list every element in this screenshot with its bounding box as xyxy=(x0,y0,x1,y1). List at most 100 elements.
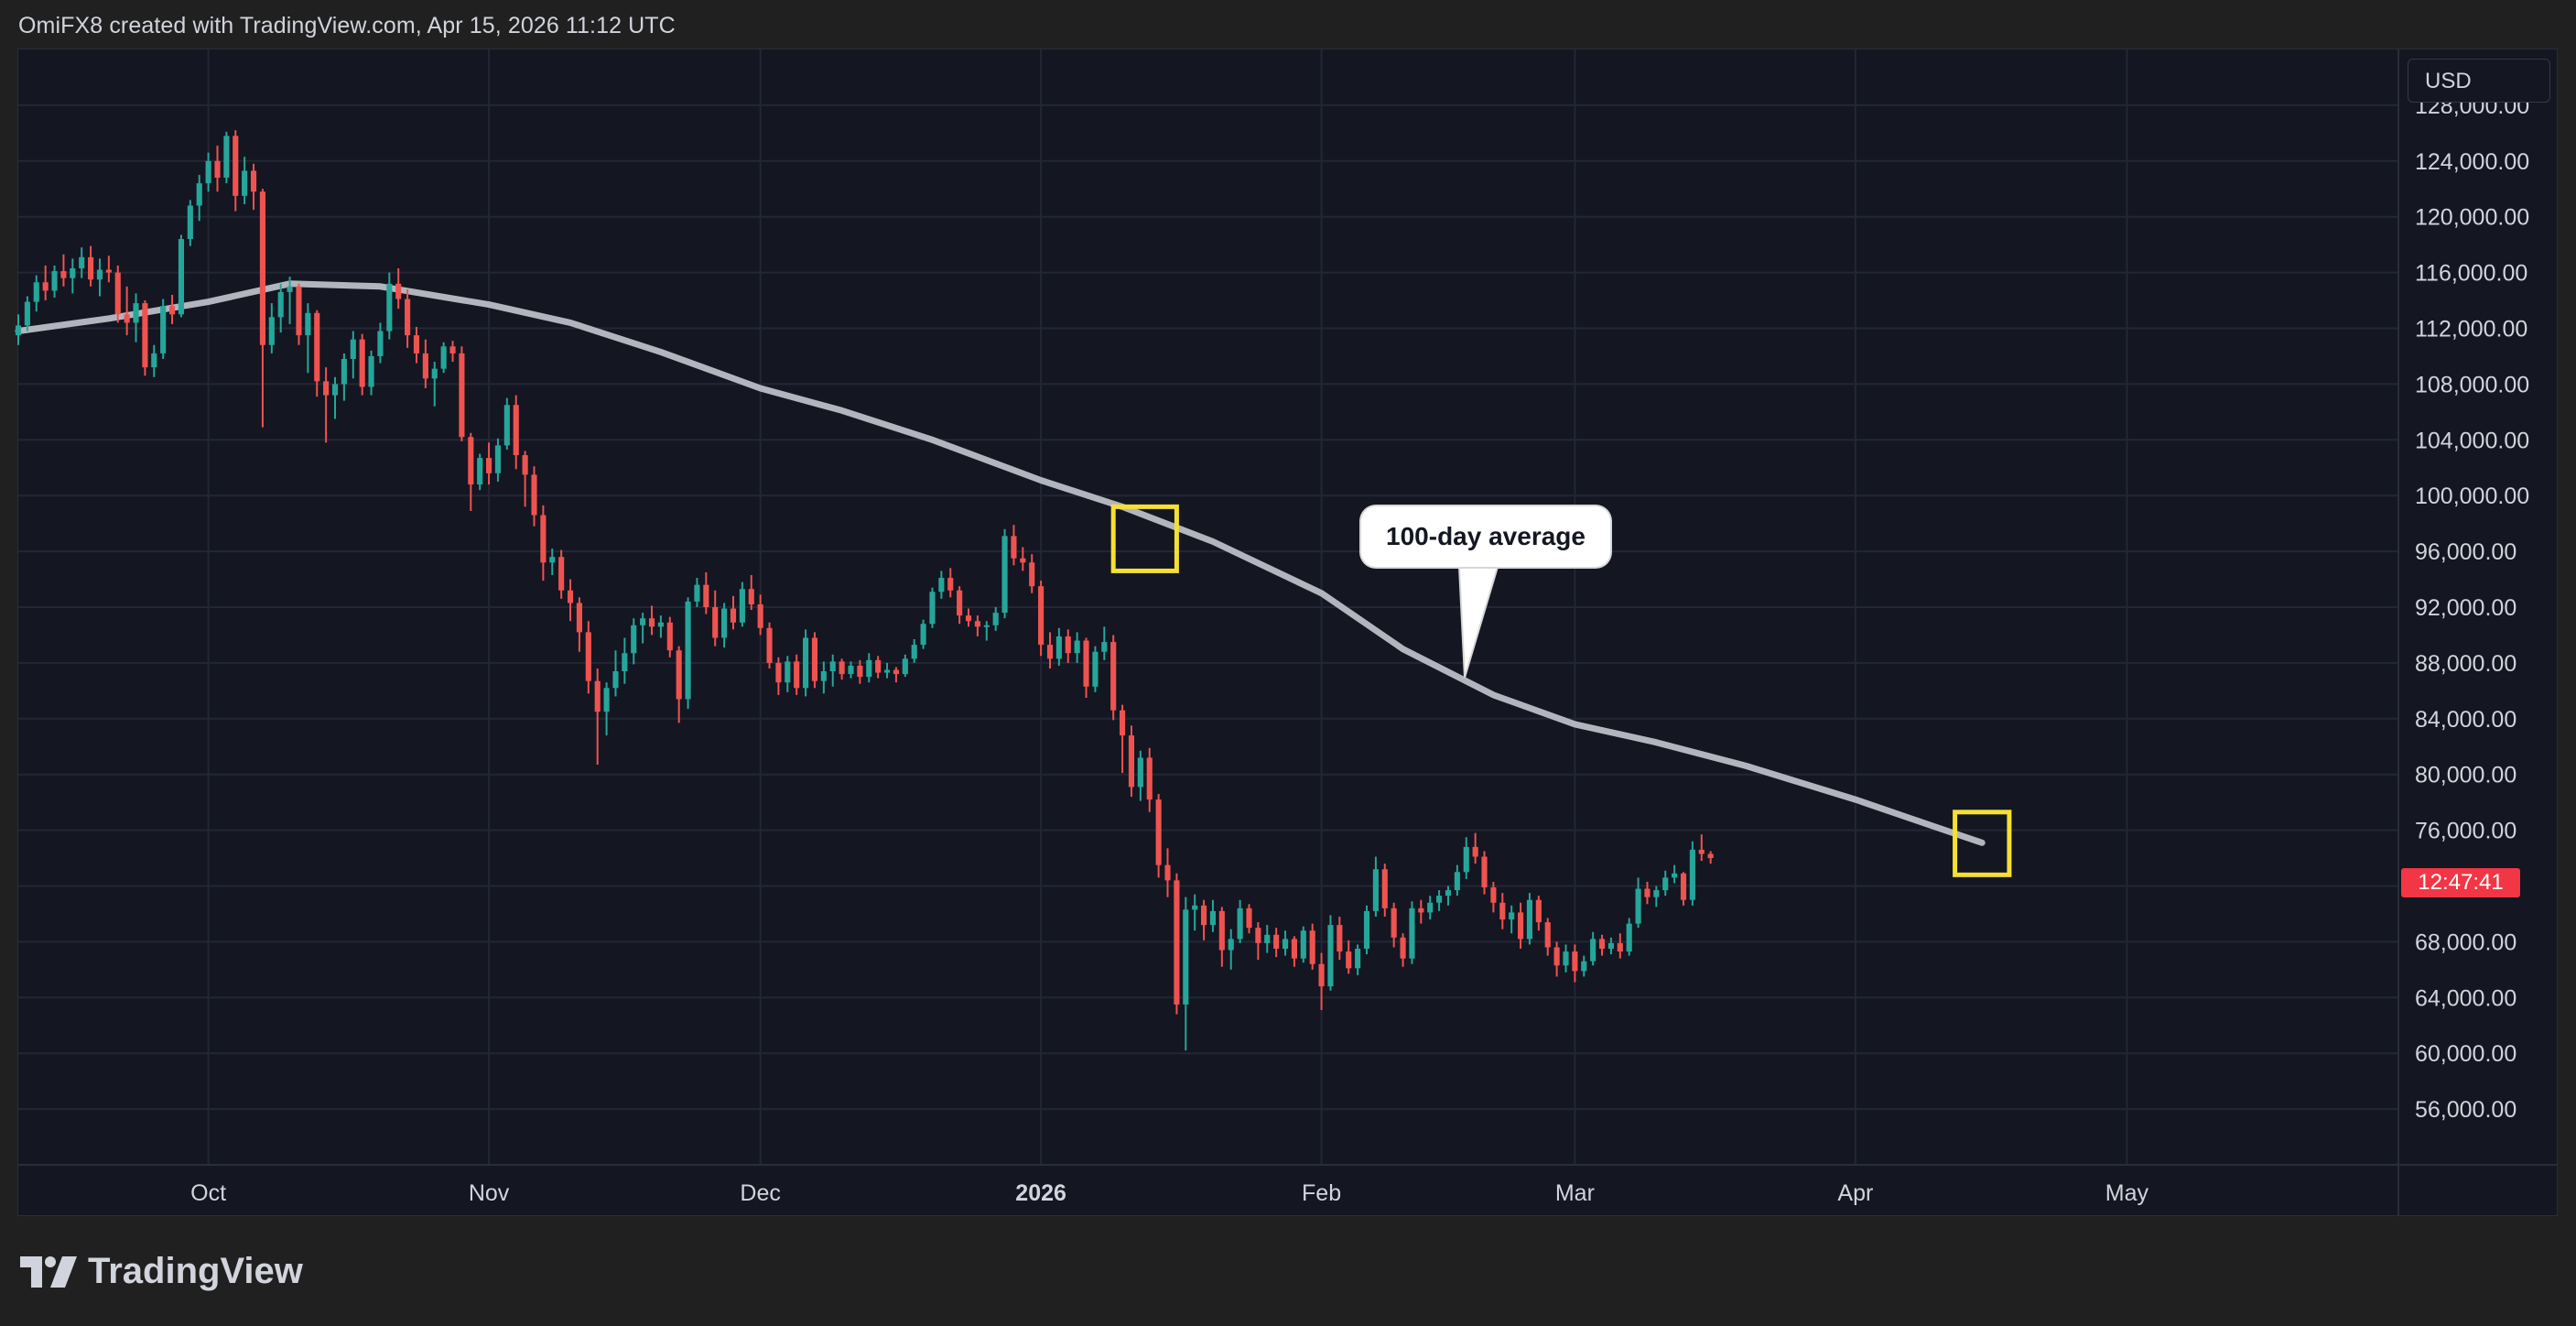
candle xyxy=(1128,725,1135,798)
candle xyxy=(694,578,700,607)
candle xyxy=(513,395,519,470)
candle-body xyxy=(1635,888,1641,924)
candle-body xyxy=(259,191,265,345)
candle-body xyxy=(440,346,447,369)
candle-body xyxy=(1490,887,1497,903)
candle-body xyxy=(187,205,193,240)
candle-body xyxy=(757,603,763,628)
candle xyxy=(929,587,936,628)
brand-logo[interactable]: TradingView xyxy=(20,1251,303,1292)
candle xyxy=(965,608,972,627)
candle xyxy=(1146,747,1153,812)
candle-body xyxy=(676,650,682,700)
candle-body xyxy=(331,384,339,396)
candle-body xyxy=(431,368,438,379)
candle-body xyxy=(33,282,39,302)
candle-body xyxy=(314,312,320,382)
candle xyxy=(1155,794,1162,878)
candle xyxy=(1110,635,1117,721)
candle-body xyxy=(549,557,556,563)
candle xyxy=(676,646,682,723)
candle xyxy=(1391,902,1397,948)
candle-body xyxy=(694,584,700,602)
candle-body xyxy=(1083,640,1089,687)
candle xyxy=(522,451,528,507)
candle-body xyxy=(1309,930,1315,964)
candle xyxy=(133,293,139,342)
candle xyxy=(857,659,863,684)
candle-body xyxy=(114,272,121,315)
x-tick-label: Nov xyxy=(469,1180,510,1206)
candle xyxy=(640,613,646,644)
chart-panel[interactable] xyxy=(17,49,2558,1216)
candle xyxy=(622,637,628,684)
x-tick-label: Oct xyxy=(190,1180,226,1206)
candle xyxy=(1137,750,1143,801)
currency-selector[interactable]: USD xyxy=(2408,59,2550,103)
candle xyxy=(1535,896,1542,931)
candle xyxy=(1372,856,1379,917)
candle-body xyxy=(468,437,474,485)
candle xyxy=(1011,525,1017,566)
candle xyxy=(151,344,157,377)
candle xyxy=(1046,632,1054,668)
candle xyxy=(1454,864,1460,897)
candle xyxy=(540,505,547,581)
candle xyxy=(440,342,447,374)
candle-body xyxy=(341,358,347,385)
candle xyxy=(1055,627,1062,666)
candle-body xyxy=(1318,963,1325,987)
candle xyxy=(79,247,85,278)
candle-body xyxy=(1209,910,1217,926)
candle xyxy=(1409,901,1415,964)
candle xyxy=(1300,926,1306,963)
candle xyxy=(214,146,221,192)
candle xyxy=(51,265,58,299)
candle-body xyxy=(857,665,863,678)
candle xyxy=(268,303,275,353)
candle-body xyxy=(612,671,619,689)
highlight-box-1 xyxy=(1110,504,1179,573)
candle-body xyxy=(1436,896,1443,903)
candle xyxy=(1680,872,1687,906)
candle-body xyxy=(1001,536,1008,614)
candles-layer xyxy=(15,130,1714,1051)
candle-body xyxy=(79,256,85,269)
candle xyxy=(15,314,22,345)
candle xyxy=(42,265,49,301)
candle xyxy=(1463,837,1469,879)
candle-body xyxy=(223,136,230,179)
candle-body xyxy=(1626,923,1632,952)
candle-body xyxy=(1183,909,1189,1005)
candle-body xyxy=(268,317,275,345)
y-tick-label: 124,000.00 xyxy=(2415,149,2529,175)
y-tick-label: 84,000.00 xyxy=(2415,707,2516,733)
candle-body xyxy=(105,269,112,273)
candle-body xyxy=(585,632,591,681)
y-tick-label: 92,000.00 xyxy=(2415,595,2516,621)
candle-body xyxy=(1662,877,1669,891)
candle-body xyxy=(839,661,845,675)
candle-body xyxy=(1273,934,1280,950)
candle xyxy=(585,621,591,694)
candle-body xyxy=(1526,899,1533,940)
candle xyxy=(114,265,121,323)
candle xyxy=(1038,581,1044,657)
grid-lines xyxy=(18,49,2398,1165)
candle xyxy=(350,331,356,379)
candle-body xyxy=(1282,939,1289,950)
candle xyxy=(1698,834,1705,862)
candle xyxy=(431,362,438,407)
candle-body xyxy=(449,346,456,353)
candle xyxy=(287,277,293,324)
candle xyxy=(1218,907,1225,967)
candle-body xyxy=(205,160,211,184)
candle-body xyxy=(540,515,547,563)
candle-body xyxy=(513,405,519,456)
candle-body xyxy=(1518,912,1524,940)
candle-body xyxy=(1200,905,1207,926)
candle-body xyxy=(1128,735,1135,788)
candle-body xyxy=(631,625,637,654)
candle-body xyxy=(1481,856,1488,888)
